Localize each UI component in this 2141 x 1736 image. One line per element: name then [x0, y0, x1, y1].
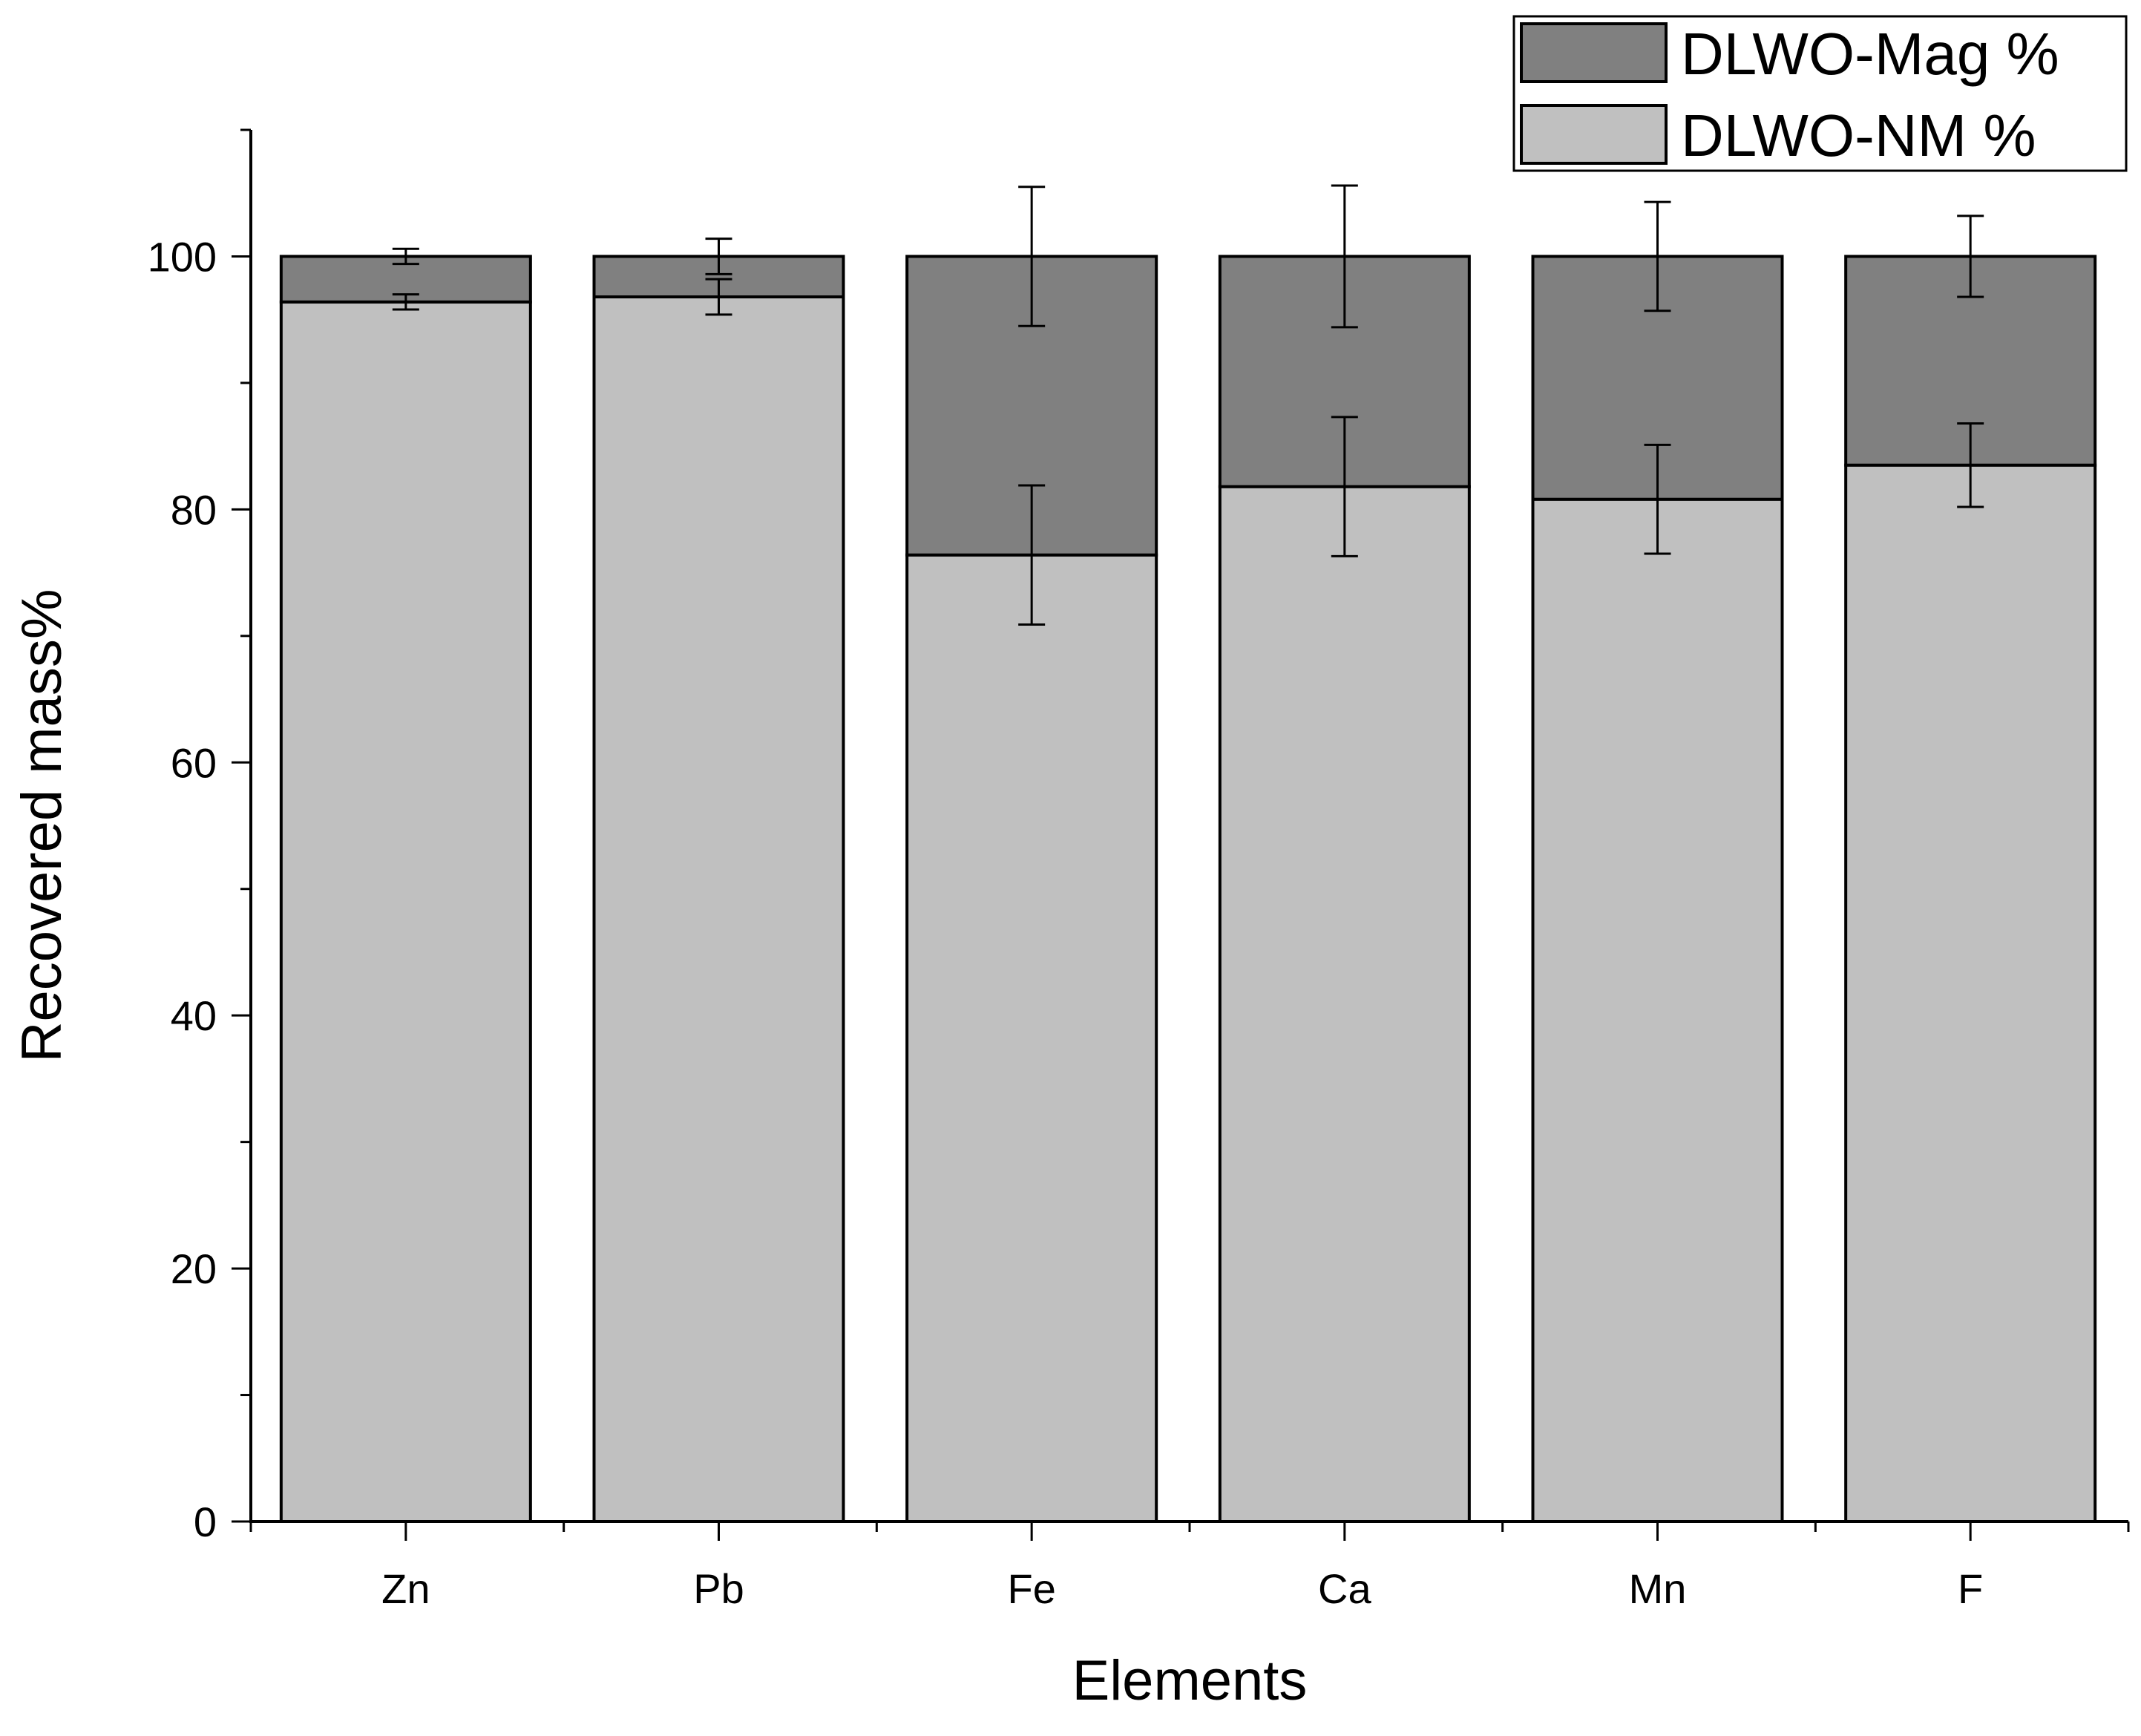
legend-swatch-mag: [1520, 22, 1668, 83]
x-tick-label-pb: Pb: [693, 1565, 744, 1612]
bar-pb-nm: [592, 295, 845, 1523]
x-ticks: Zn Pb Fe Ca Mn F: [249, 1522, 2130, 1612]
x-tick-label-mn: Mn: [1629, 1565, 1687, 1612]
legend-swatch-nm: [1520, 104, 1668, 165]
error-bar-mn-nm: [1644, 443, 1671, 555]
error-bar-f-nm: [1957, 422, 1984, 508]
y-tick-label: 80: [171, 486, 217, 533]
y-tick-label: 20: [171, 1245, 217, 1292]
error-bar-mn-mag: [1644, 200, 1671, 312]
legend-label-nm: DLWO-NM %: [1681, 102, 2036, 168]
legend-label-mag: DLWO-Mag %: [1681, 21, 2059, 87]
y-ticks: 0 20 40 60 80 100: [148, 128, 251, 1545]
bars-layer: [279, 255, 2097, 1524]
x-tick-label-f: F: [1958, 1565, 1983, 1612]
bar-zn-nm: [279, 300, 532, 1523]
bar-ca-nm: [1218, 485, 1471, 1524]
error-bar-pb-mag: [705, 238, 732, 275]
error-bar-ca-mag: [1331, 184, 1358, 329]
y-tick-label: 0: [194, 1498, 217, 1545]
y-axis-title: Recovered mass%: [10, 589, 73, 1063]
bar-f-nm: [1844, 463, 2097, 1523]
y-tick-label: 60: [171, 739, 217, 786]
y-tick-label: 40: [171, 992, 217, 1039]
x-tick-label-zn: Zn: [381, 1565, 430, 1612]
bar-mn-nm: [1531, 497, 1784, 1523]
error-bar-f-mag: [1957, 214, 1984, 298]
error-bar-zn-mag: [392, 247, 419, 266]
y-tick-label: 100: [148, 233, 217, 280]
error-bar-zn-nm: [392, 293, 419, 311]
error-bar-pb-nm: [705, 278, 732, 316]
error-bar-ca-nm: [1331, 416, 1358, 557]
x-axis-title: Elements: [1072, 1649, 1308, 1712]
x-tick-label-ca: Ca: [1318, 1565, 1371, 1612]
error-bar-fe-mag: [1018, 186, 1046, 327]
bar-fe-nm: [905, 553, 1158, 1523]
x-tick-label-fe: Fe: [1007, 1565, 1055, 1612]
error-bars-layer: [392, 184, 1984, 626]
legend: DLWO-Mag % DLWO-NM %: [1512, 15, 2128, 172]
error-bar-fe-nm: [1018, 484, 1046, 626]
